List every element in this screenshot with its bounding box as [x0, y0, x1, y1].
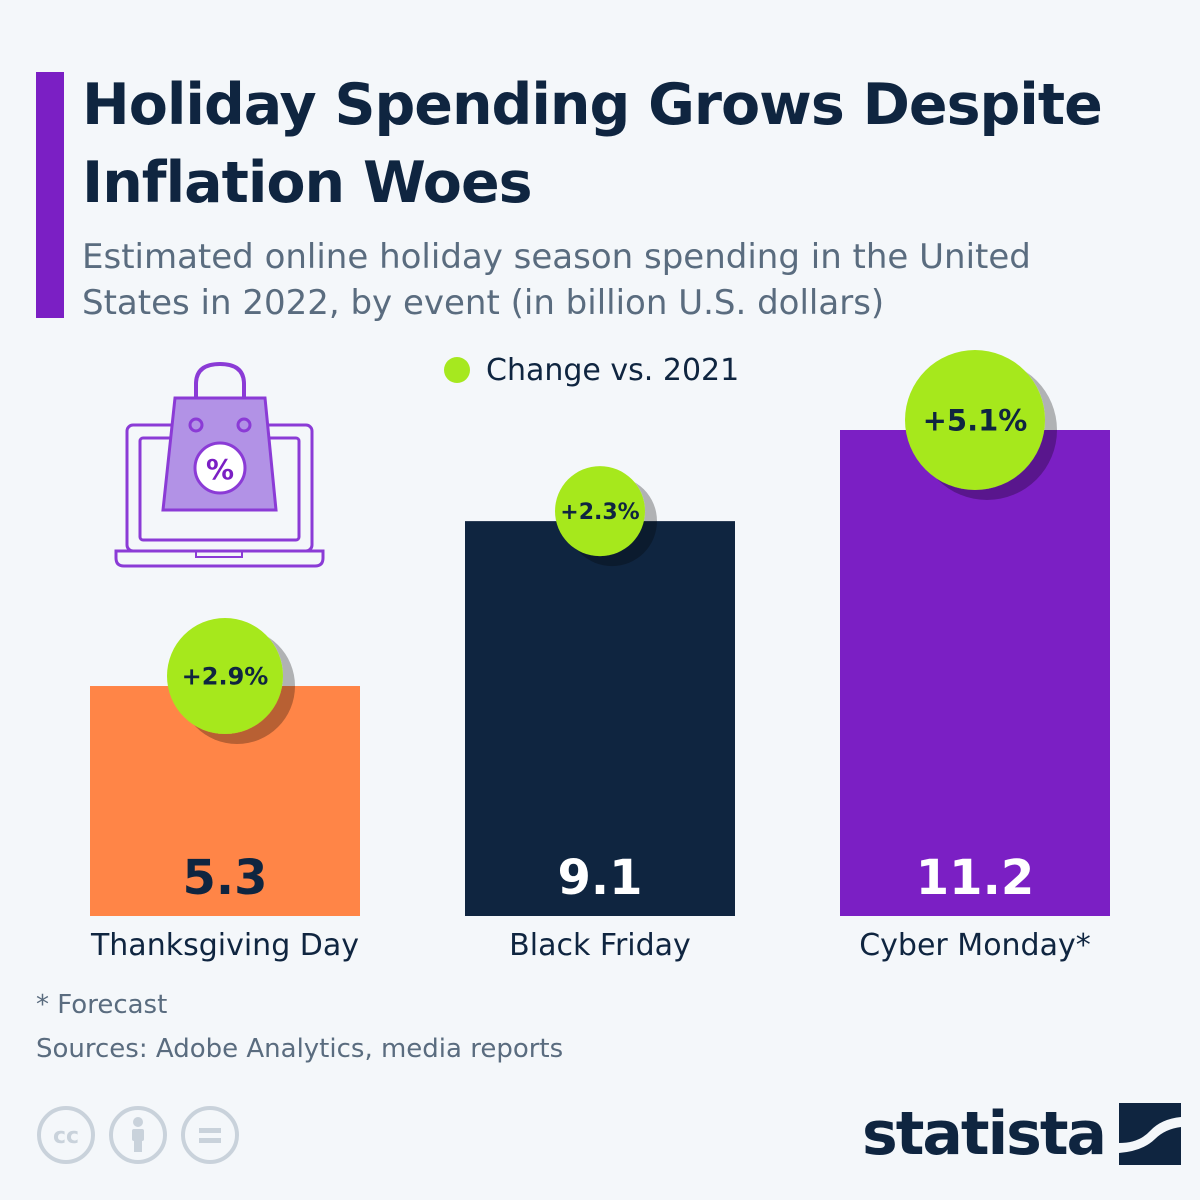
cc-icon[interactable]: cc	[36, 1105, 96, 1165]
forecast-footnote: * Forecast	[36, 990, 168, 1020]
bar-value-label: 9.1	[557, 850, 642, 906]
laptop-shopping-bag-icon: %	[114, 361, 325, 568]
bar	[840, 430, 1110, 916]
category-label: Thanksgiving Day	[90, 928, 359, 963]
legend-label: Change vs. 2021	[486, 352, 740, 388]
statista-logo-icon	[1119, 1103, 1182, 1165]
title-accent-bar	[36, 72, 64, 318]
bar-value-label: 11.2	[916, 850, 1034, 906]
svg-text:cc: cc	[53, 1124, 79, 1149]
category-label: Cyber Monday*	[859, 928, 1091, 963]
attribution-icon[interactable]	[108, 1105, 168, 1165]
category-label: Black Friday	[509, 928, 691, 963]
change-label: +2.3%	[560, 500, 639, 525]
change-label: +5.1%	[923, 403, 1028, 437]
change-label: +2.9%	[182, 663, 269, 691]
statista-brand[interactable]: statista	[862, 1094, 1182, 1174]
change-bubble	[905, 350, 1045, 490]
change-bubble	[555, 466, 645, 557]
page-subtitle: Estimated online holiday season spending…	[82, 237, 1031, 323]
discount-badge-label: %	[206, 453, 234, 486]
brand-name: statista	[862, 1099, 1107, 1169]
change-bubble	[167, 618, 283, 735]
no-derivatives-icon[interactable]	[180, 1105, 240, 1165]
page-title: Holiday Spending Grows Despite Inflation…	[82, 72, 1103, 216]
bar	[465, 521, 735, 916]
legend: Change vs. 2021	[444, 348, 739, 392]
legend-swatch	[444, 357, 470, 383]
bar-value-label: 5.3	[182, 850, 267, 906]
sources-note: Sources: Adobe Analytics, media reports	[36, 1034, 564, 1064]
license-icons: cc	[36, 1105, 252, 1165]
